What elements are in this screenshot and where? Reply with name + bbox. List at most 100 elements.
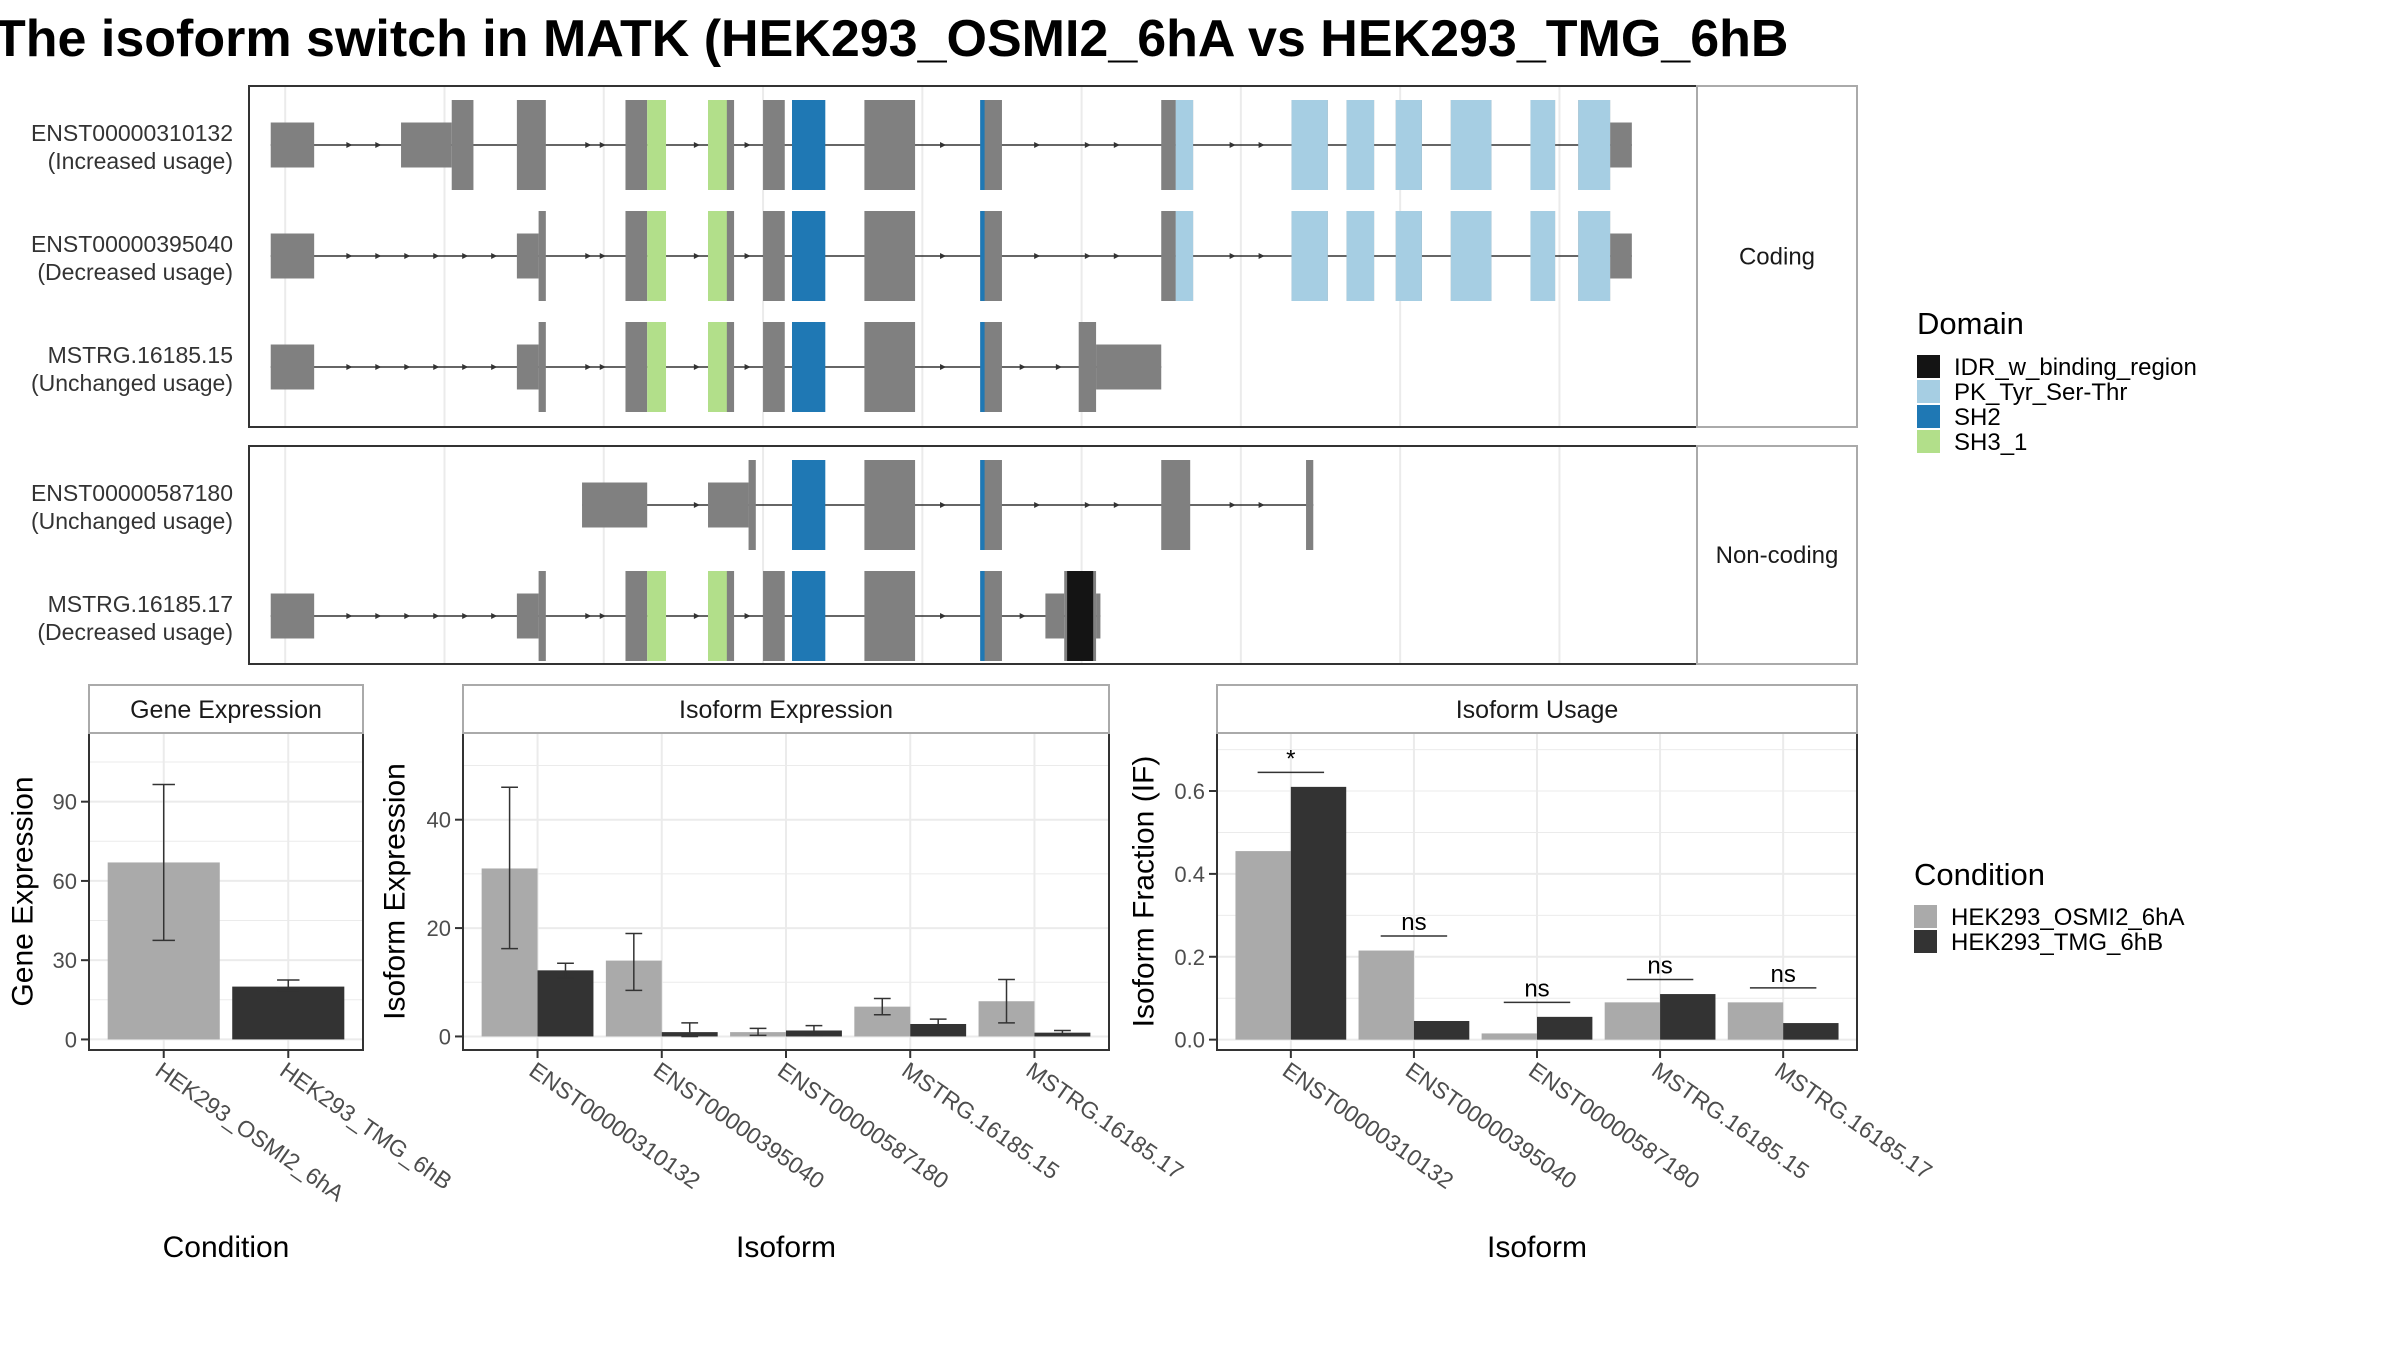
domain-SH2 bbox=[792, 211, 826, 301]
strand-arrow bbox=[375, 613, 382, 619]
transcript-ENST00000395040: ENST00000395040(Decreased usage) bbox=[31, 211, 1632, 301]
domain-legend-label: PK_Tyr_Ser-Thr bbox=[1954, 379, 2127, 406]
exon bbox=[1078, 322, 1097, 412]
exon bbox=[270, 593, 315, 639]
exon bbox=[748, 460, 756, 550]
exon bbox=[980, 211, 1002, 301]
bar-HEK293_OSMI2_6hA-ENST00000310132 bbox=[1235, 851, 1291, 1040]
significance-label: ns bbox=[1647, 953, 1672, 980]
domain-SH2 bbox=[792, 571, 826, 661]
y-axis-label: Gene Expression bbox=[7, 776, 40, 1006]
exon bbox=[625, 100, 648, 190]
exon bbox=[763, 322, 785, 412]
domain-PK_Tyr_Ser-Thr bbox=[1530, 100, 1556, 190]
domain-PK_Tyr_Ser-Thr bbox=[1175, 100, 1194, 190]
domain-PK_Tyr_Ser-Thr bbox=[1291, 100, 1328, 190]
y-axis-label: Isoform Expression bbox=[379, 763, 412, 1020]
domain-legend-title: Domain bbox=[1917, 306, 2024, 341]
legends: Domain IDR_w_binding_regionPK_Tyr_Ser-Thr… bbox=[1914, 306, 2197, 956]
domain-PK_Tyr_Ser-Thr bbox=[1450, 211, 1492, 301]
exon bbox=[401, 122, 452, 168]
exon bbox=[980, 100, 1002, 190]
transcript-ENST00000310132: ENST00000310132(Increased usage) bbox=[31, 100, 1632, 190]
domain-SH2 bbox=[980, 460, 985, 550]
condition-legend-swatch-HEK293_TMG_6hB bbox=[1914, 930, 1937, 953]
bar-HEK293_OSMI2_6hA-ENST00000587180 bbox=[1481, 1033, 1537, 1040]
exon bbox=[980, 460, 1002, 550]
facet-strip bbox=[1696, 445, 1858, 665]
strand-arrow bbox=[375, 253, 382, 259]
strand-arrow bbox=[1055, 364, 1062, 370]
strand-arrow bbox=[1034, 502, 1041, 508]
transcript-id-label: MSTRG.16185.17 bbox=[48, 591, 233, 617]
strand-arrow bbox=[693, 364, 700, 370]
transcript-usage-label: (Decreased usage) bbox=[37, 619, 233, 645]
bar-HEK293_OSMI2_6hA-MSTRG.16185.17 bbox=[1727, 1002, 1784, 1040]
significance-label: ns bbox=[1770, 961, 1795, 988]
strand-arrow bbox=[585, 364, 592, 370]
transcript-usage-label: (Unchanged usage) bbox=[31, 508, 233, 534]
strand-arrow bbox=[1258, 502, 1265, 508]
chart-title: Isoform Expression bbox=[679, 696, 893, 724]
strand-arrow bbox=[462, 364, 469, 370]
transcript-usage-label: (Decreased usage) bbox=[37, 259, 233, 285]
domain-legend-swatch-PK_Tyr_Ser-Thr bbox=[1917, 380, 1940, 403]
exon bbox=[625, 322, 648, 412]
domain-SH3_1 bbox=[647, 322, 667, 412]
bar-HEK293_OSMI2_6hA-MSTRG.16185.15 bbox=[1604, 1002, 1661, 1040]
structure-panel-non-coding: ENST00000587180(Unchanged usage) MSTRG.16… bbox=[31, 445, 1858, 665]
strand-arrow bbox=[940, 502, 947, 508]
exon bbox=[864, 100, 916, 190]
exon bbox=[1161, 211, 1176, 301]
exon bbox=[763, 211, 785, 301]
strand-arrow bbox=[693, 253, 700, 259]
domain-legend-label: IDR_w_binding_region bbox=[1954, 354, 2197, 381]
strand-arrow bbox=[1229, 142, 1236, 148]
strand-arrow bbox=[1229, 253, 1236, 259]
domain-SH2 bbox=[980, 211, 985, 301]
domain-SH3_1 bbox=[647, 571, 667, 661]
expression-charts: Gene Expression0306090HEK293_OSMI2_6hAHE… bbox=[7, 684, 1937, 1264]
figure-title: The isoform switch in MATK (HEK293_OSMI2… bbox=[0, 10, 1788, 68]
domain-PK_Tyr_Ser-Thr bbox=[1346, 211, 1375, 301]
domain-SH2 bbox=[980, 571, 985, 661]
domain-SH3_1 bbox=[647, 100, 667, 190]
transcript-structure-panels: ENST00000310132(Increased usage) ENST0000… bbox=[31, 85, 1858, 665]
chart-strip bbox=[1216, 684, 1858, 734]
exon bbox=[1045, 593, 1065, 639]
y-tick-label: 0 bbox=[65, 1027, 77, 1052]
y-tick-label: 0.0 bbox=[1174, 1028, 1205, 1053]
exon bbox=[1610, 122, 1632, 168]
transcript-id-label: MSTRG.16185.15 bbox=[48, 342, 233, 368]
exon bbox=[270, 233, 315, 279]
strand-arrow bbox=[599, 142, 606, 148]
domain-legend: Domain IDR_w_binding_regionPK_Tyr_Ser-Thr… bbox=[1917, 306, 2197, 456]
strand-arrow bbox=[1113, 253, 1120, 259]
strand-arrow bbox=[599, 364, 606, 370]
strand-arrow bbox=[599, 253, 606, 259]
chart-title: Gene Expression bbox=[130, 696, 322, 724]
chart-title: Isoform Usage bbox=[1456, 696, 1619, 724]
exon bbox=[1161, 460, 1191, 550]
transcript-id-label: ENST00000395040 bbox=[31, 231, 233, 257]
bar-HEK293_TMG_6hB bbox=[232, 986, 345, 1040]
strand-arrow bbox=[1113, 502, 1120, 508]
domain-SH2 bbox=[980, 100, 985, 190]
strand-arrow bbox=[693, 613, 700, 619]
strand-arrow bbox=[404, 253, 411, 259]
domain-SH3_1 bbox=[708, 571, 727, 661]
strand-arrow bbox=[433, 613, 440, 619]
domain-PK_Tyr_Ser-Thr bbox=[1346, 100, 1375, 190]
exon bbox=[864, 211, 916, 301]
strand-arrow bbox=[1019, 364, 1026, 370]
exon bbox=[1161, 100, 1176, 190]
strand-arrow bbox=[1258, 142, 1265, 148]
domain-SH3_1 bbox=[647, 211, 667, 301]
exon bbox=[1610, 233, 1632, 279]
strand-arrow bbox=[585, 253, 592, 259]
domain-SH2 bbox=[792, 460, 826, 550]
bar-HEK293_TMG_6hB-ENST00000395040 bbox=[1413, 1020, 1470, 1040]
strand-arrow bbox=[940, 364, 947, 370]
y-tick-label: 0 bbox=[439, 1024, 451, 1049]
